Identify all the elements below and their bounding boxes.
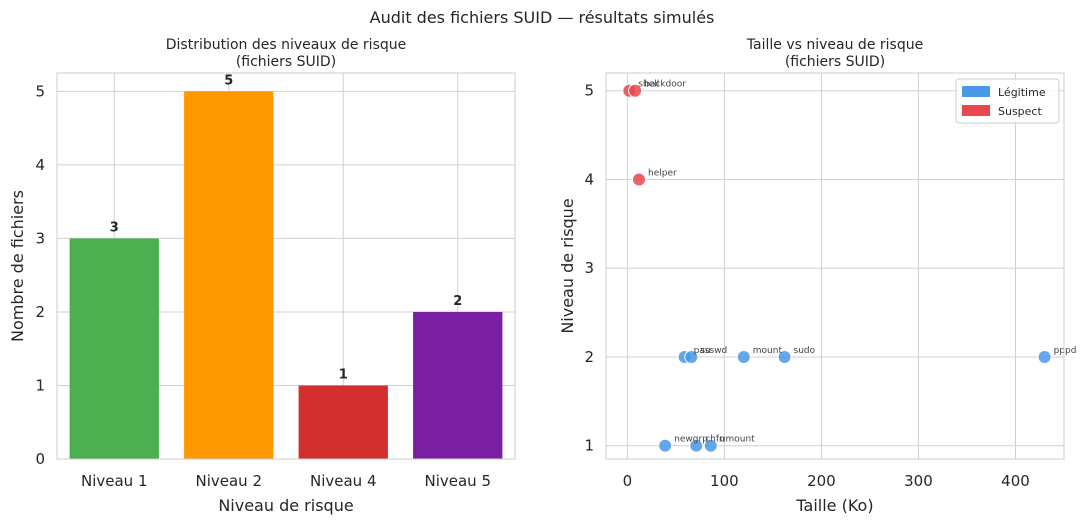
point-mount [736, 349, 751, 364]
scatter-xtick-label: 400 [1001, 472, 1030, 490]
scatter-chart-ticks: 0 100 200 300 400 1 2 3 4 5 [584, 82, 1029, 490]
bar-xtick-label: Niveau 1 [81, 472, 148, 490]
point-label-umount: umount [720, 435, 755, 445]
point-sudo [777, 349, 792, 364]
scatter-chart-title-line2: (fichiers SUID) [785, 54, 885, 70]
bar-value-label: 2 [453, 294, 462, 309]
point-helper [631, 172, 646, 187]
bar-xtick-label: Niveau 2 [195, 472, 262, 490]
scatter-chart-frame [605, 72, 1065, 460]
bar-niveau-2 [184, 91, 274, 459]
scatter-ytick-label: 5 [584, 82, 594, 100]
point-label-pppd: pppd [1054, 346, 1077, 356]
scatter-xtick-label: 0 [623, 472, 633, 490]
legend-label-legit: Légitime [998, 86, 1046, 99]
bar-chart-ticks: 0 1 2 3 4 5 Niveau 1 Niveau 2 Niveau 4 Niveau 5 [35, 82, 491, 490]
scatter-ytick-label: 4 [584, 170, 594, 188]
point-label-mount: mount [753, 346, 783, 356]
point-label-shell: shell [638, 80, 659, 90]
legend-swatch-suspect [962, 105, 990, 116]
bar-xtick-label: Niveau 4 [310, 472, 377, 490]
scatter-xtick-label: 200 [807, 472, 836, 490]
bar-ytick-label: 3 [35, 229, 45, 247]
scatter-chart-legend: Légitime Suspect [955, 78, 1060, 124]
bar-value-label: 3 [110, 220, 119, 235]
point-umount [703, 438, 718, 453]
bar-ytick-label: 5 [35, 82, 45, 100]
figure-suptitle: Audit des fichiers SUID — résultats simu… [370, 8, 715, 27]
bar-chart-frame [56, 72, 516, 460]
bar-value-label: 5 [224, 73, 233, 88]
bar-chart-title-line1: Distribution des niveaux de risque [166, 37, 406, 53]
bar-ytick-label: 4 [35, 156, 45, 174]
point-pppd [1037, 349, 1052, 364]
point-newgrp [658, 438, 673, 453]
scatter-ytick-label: 3 [584, 259, 594, 277]
point-label-chfn: chfn [705, 435, 725, 445]
point-label-passwd: passwd [694, 346, 728, 356]
bar-chart-bars [69, 91, 503, 459]
scatter-chart: Taille vs niveau de risque (fichiers SUI… [558, 37, 1076, 515]
scatter-xtick-label: 100 [710, 472, 739, 490]
point-chfn [689, 438, 704, 453]
bar-ytick-label: 1 [35, 376, 45, 394]
point-su [684, 349, 699, 364]
point-label-su: su [700, 346, 710, 356]
bar-ytick-label: 0 [35, 450, 45, 468]
scatter-ytick-label: 1 [584, 437, 594, 455]
bar-ytick-label: 2 [35, 303, 45, 321]
point-label-newgrp: newgrp [674, 435, 708, 445]
scatter-chart-title-line1: Taille vs niveau de risque [746, 37, 923, 53]
bar-chart-title-line2: (fichiers SUID) [236, 54, 336, 70]
bar-chart-ylabel: Nombre de fichiers [8, 190, 27, 342]
bar-xtick-label: Niveau 5 [424, 472, 491, 490]
point-label-backdoor: backdoor [644, 80, 686, 90]
bar-niveau-4 [298, 385, 388, 459]
bar-chart-value-labels: 3 5 1 2 [110, 73, 463, 382]
scatter-chart-ylabel: Niveau de risque [558, 198, 577, 333]
bar-niveau-1 [69, 238, 159, 459]
scatter-xtick-label: 300 [904, 472, 933, 490]
bar-chart: Distribution des niveaux de risque (fich… [8, 37, 516, 515]
bar-value-label: 1 [339, 367, 348, 382]
bar-chart-xlabel: Niveau de risque [218, 496, 353, 515]
bar-niveau-5 [413, 311, 503, 459]
point-backdoor [628, 83, 643, 98]
legend-label-suspect: Suspect [998, 105, 1042, 118]
scatter-ytick-label: 2 [584, 348, 594, 366]
scatter-chart-xlabel: Taille (Ko) [795, 496, 873, 515]
scatter-chart-grid [606, 73, 1064, 459]
point-label-sudo: sudo [794, 346, 816, 356]
point-label-helper: helper [648, 168, 677, 178]
legend-swatch-legit [962, 86, 990, 97]
